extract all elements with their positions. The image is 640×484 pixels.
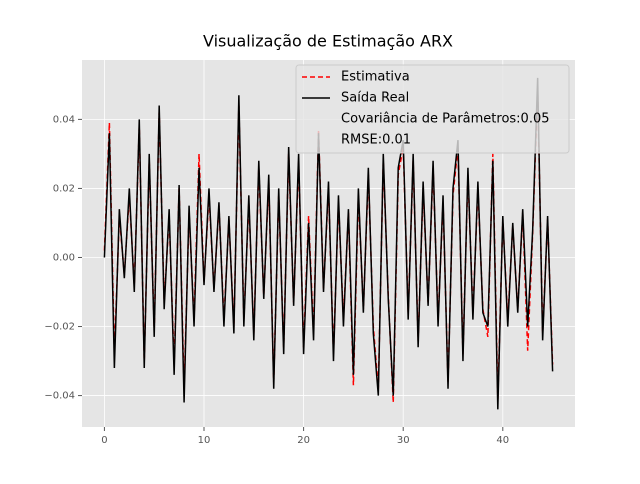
x-tick-label: 10 xyxy=(198,435,211,446)
chart-title: Visualização de Estimação ARX xyxy=(203,32,453,51)
x-tick-label: 40 xyxy=(496,435,509,446)
legend-label: Saída Real xyxy=(341,91,409,106)
y-tick-label: −0.02 xyxy=(44,322,75,333)
y-tick-label: 0.00 xyxy=(53,252,75,263)
legend: Estimativa Saída Real Covariância de Parâm… xyxy=(295,64,570,154)
y-tick-label: 0.02 xyxy=(53,183,75,194)
x-tick-label: 0 xyxy=(101,435,107,446)
legend-note: RMSE:0.01 xyxy=(341,133,411,148)
legend-label: Estimativa xyxy=(341,70,410,85)
data-line xyxy=(103,77,554,410)
y-tick-label: 0.04 xyxy=(53,114,75,125)
legend-box xyxy=(295,64,570,154)
y-tick-label: −0.04 xyxy=(44,391,75,402)
x-tick-label: 20 xyxy=(297,435,310,446)
x-tick-label: 30 xyxy=(397,435,410,446)
legend-note: Covariância de Parâmetros:0.05 xyxy=(341,112,550,127)
